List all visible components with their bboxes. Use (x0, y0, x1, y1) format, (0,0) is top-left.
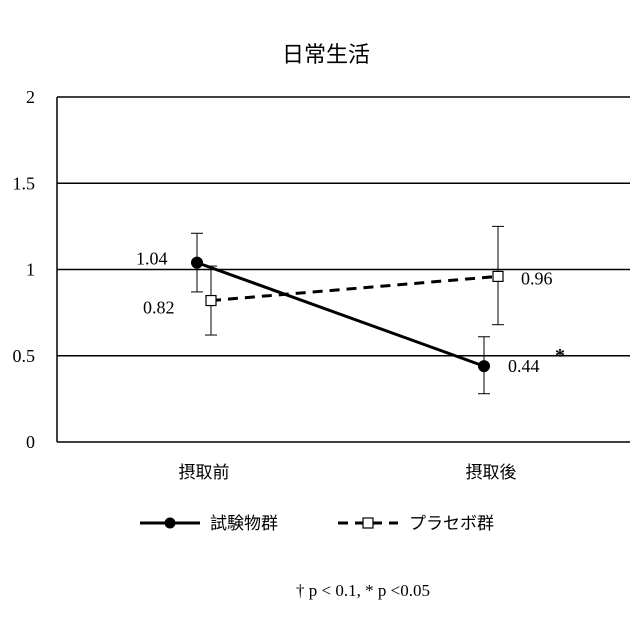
series-line (197, 263, 484, 367)
data-label: 0.82 (143, 298, 175, 318)
y-tick-label: 1.5 (13, 173, 36, 193)
series-layer (191, 226, 504, 393)
y-tick-label: 1 (26, 260, 35, 280)
legend: 試験物群 プラセボ群 (140, 514, 494, 534)
y-tick-label: 0 (26, 432, 35, 452)
legend-marker-square (363, 518, 373, 528)
data-label: 1.04 (136, 249, 168, 269)
data-point (206, 296, 216, 306)
data-labels: 1.04 0.44 0.82 0.96 * (136, 249, 565, 377)
chart-title: 日常生活 (282, 43, 370, 68)
data-point (479, 361, 490, 372)
legend-label: プラセボ群 (409, 514, 494, 534)
y-tick-label: 0.5 (13, 346, 36, 366)
footnote: † p < 0.1, * p <0.05 (296, 581, 430, 600)
y-axis-ticks: 0 0.5 1 1.5 2 (13, 87, 36, 452)
legend-label: 試験物群 (210, 514, 278, 534)
significance-marker: * (555, 345, 565, 367)
data-label: 0.44 (508, 356, 540, 376)
series-line (211, 276, 498, 300)
y-tick-label: 2 (26, 87, 35, 107)
data-point (192, 257, 203, 268)
x-axis-categories: 摂取前 摂取後 (179, 463, 517, 483)
legend-marker-circle (165, 518, 176, 529)
x-category-label: 摂取後 (466, 463, 517, 483)
data-point (493, 271, 503, 281)
data-label: 0.96 (521, 268, 553, 288)
x-category-label: 摂取前 (179, 463, 230, 483)
